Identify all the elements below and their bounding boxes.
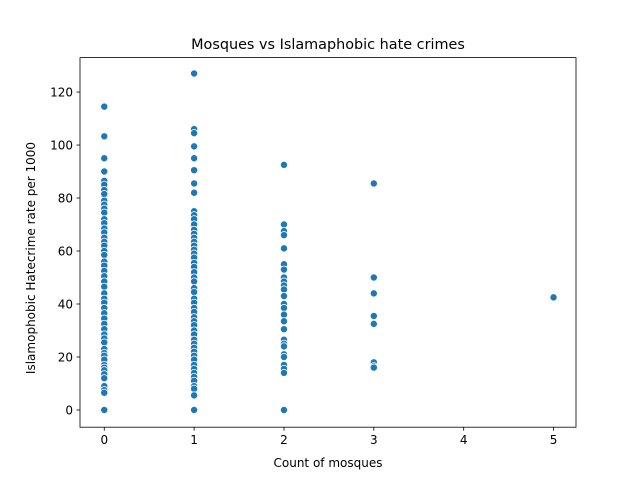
y-tick-label: 100 <box>50 138 73 152</box>
x-axis-label: Count of mosques <box>274 456 383 470</box>
chart-title: Mosques vs Islamaphobic hate crimes <box>191 37 465 53</box>
data-point <box>100 282 109 291</box>
x-tick-label: 0 <box>100 433 108 447</box>
data-point <box>279 265 288 274</box>
x-tick-label: 5 <box>550 433 558 447</box>
data-point <box>279 353 288 361</box>
data-point <box>279 368 288 377</box>
data-point <box>190 69 199 78</box>
data-point <box>279 310 288 319</box>
data-point <box>100 132 109 141</box>
data-point <box>279 285 288 294</box>
y-tick-label: 120 <box>50 85 73 99</box>
data-point <box>369 273 378 282</box>
data-point <box>369 179 378 188</box>
data-point <box>279 406 288 414</box>
data-point <box>190 391 199 400</box>
data-point <box>279 325 288 334</box>
y-tick-label: 60 <box>58 244 73 258</box>
data-point <box>190 154 199 163</box>
ticks-layer: 0 1 2 3 4 5 0 20 40 60 80 100 120 <box>50 85 557 447</box>
data-point <box>279 317 288 326</box>
x-tick-label: 2 <box>280 433 288 447</box>
data-point <box>279 160 288 169</box>
data-point <box>100 251 109 259</box>
data-point <box>190 129 199 138</box>
data-point <box>279 244 288 253</box>
data-point <box>100 154 109 163</box>
data-point <box>100 406 109 414</box>
data-point <box>100 338 109 347</box>
data-point <box>369 311 378 320</box>
data-point <box>190 179 199 188</box>
data-point <box>100 190 109 199</box>
data-point <box>369 289 378 298</box>
data-point <box>190 188 199 197</box>
data-point <box>190 384 199 393</box>
data-point <box>190 288 199 297</box>
data-point <box>549 293 558 302</box>
data-point <box>100 208 109 217</box>
data-point <box>190 166 199 175</box>
x-tick-label: 4 <box>460 433 468 447</box>
data-point <box>190 142 199 151</box>
data-point <box>279 220 288 229</box>
data-point <box>190 277 199 286</box>
data-point <box>100 374 109 383</box>
data-point <box>279 292 288 301</box>
data-point <box>369 363 378 372</box>
x-tick-label: 1 <box>190 433 198 447</box>
points-layer <box>100 69 558 414</box>
y-tick-label: 0 <box>65 403 73 417</box>
x-tick-label: 3 <box>370 433 378 447</box>
y-tick-label: 20 <box>58 350 73 364</box>
data-point <box>279 342 288 351</box>
data-point <box>279 231 288 240</box>
data-point <box>369 319 378 328</box>
data-point <box>100 102 109 111</box>
y-tick-label: 40 <box>58 297 73 311</box>
y-axis-label: Islamophobic Hatecrime rate per 1000 <box>24 142 38 374</box>
data-point <box>279 303 288 312</box>
data-point <box>190 406 199 414</box>
data-point <box>100 388 109 397</box>
y-tick-label: 80 <box>58 191 73 205</box>
plot-frame <box>79 57 577 428</box>
data-point <box>100 167 109 176</box>
